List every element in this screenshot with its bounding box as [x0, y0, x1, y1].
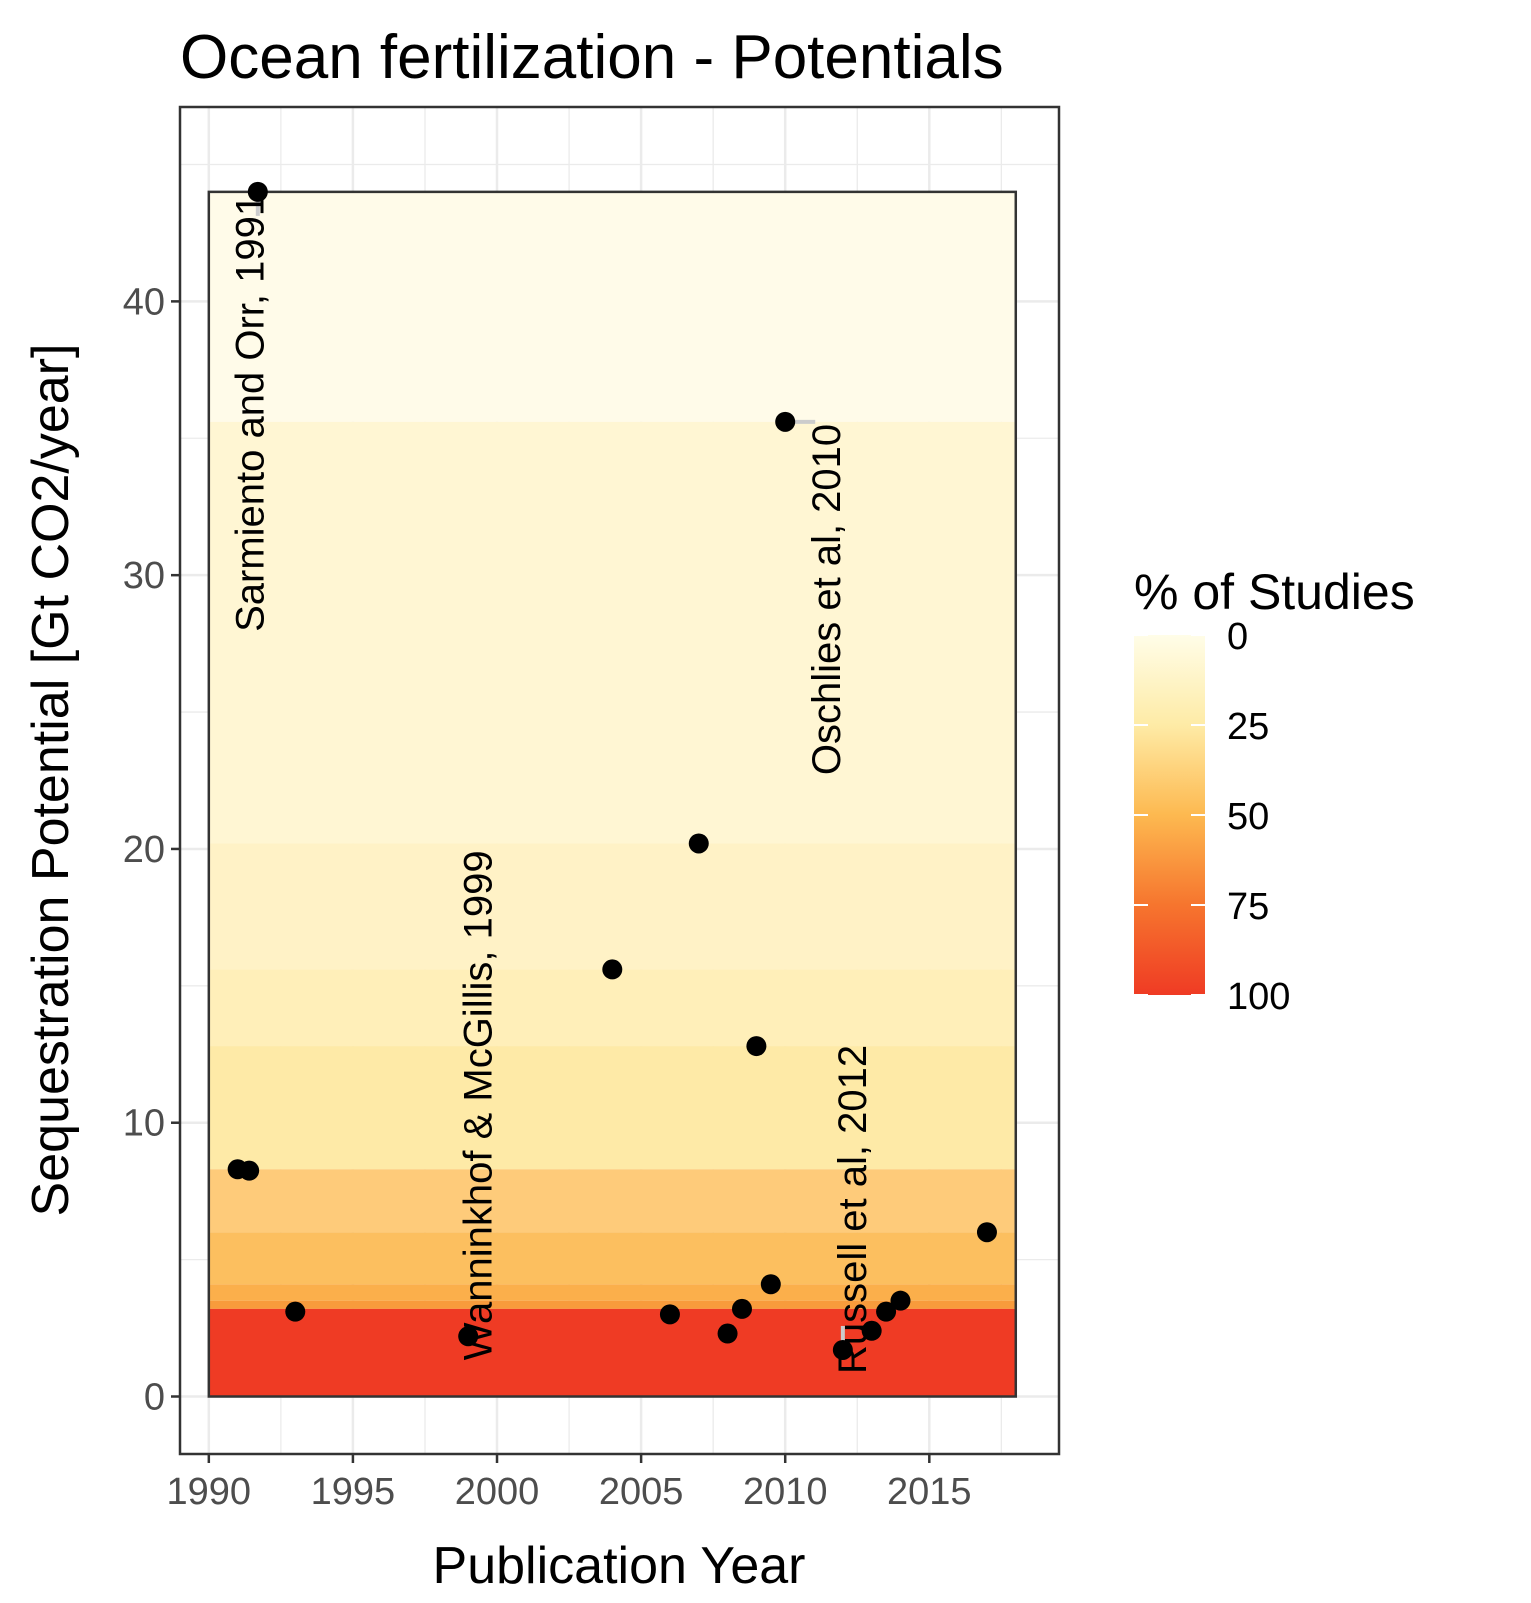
- x-tick-label: 2005: [599, 1471, 684, 1513]
- legend-ticks: 0 25 50 75 100: [1134, 616, 1290, 1018]
- band-level: [208, 1169, 1016, 1233]
- chart-title: Ocean fertilization - Potentials: [180, 23, 1004, 92]
- annotation-label: Russell et al, 2012: [831, 1045, 875, 1374]
- y-tick-label: 20: [123, 829, 165, 871]
- legend: % of Studies 0 25 50 75 100: [1134, 564, 1415, 1018]
- x-tick-label: 2000: [455, 1471, 540, 1513]
- legend-tick-label: 100: [1227, 976, 1290, 1018]
- y-axis: 0 10 20 30 40: [123, 281, 180, 1419]
- data-point: [731, 1298, 752, 1319]
- density-band: [208, 191, 1016, 1397]
- data-point: [285, 1301, 306, 1322]
- annotation: Wanninkhof & McGillis, 1999: [456, 850, 500, 1360]
- data-point: [760, 1274, 781, 1295]
- band-level: [208, 1046, 1016, 1170]
- annotation: Sarmiento and Orr, 1991: [229, 194, 273, 632]
- data-point: [976, 1222, 997, 1243]
- data-point: [861, 1320, 882, 1341]
- y-tick-label: 40: [123, 281, 165, 323]
- data-point: [659, 1304, 680, 1325]
- annotation-label: Sarmiento and Orr, 1991: [229, 194, 273, 632]
- plot-border: [178, 105, 1061, 1456]
- data-point: [746, 1036, 767, 1057]
- x-tick-label: 1995: [311, 1471, 396, 1513]
- band-level: [208, 1284, 1016, 1301]
- band-level: [208, 1232, 1016, 1285]
- band-outline: [207, 190, 1018, 1398]
- band-level: [208, 421, 1016, 844]
- y-axis-title: Sequestration Potential [Gt CO2/year]: [22, 344, 80, 1217]
- x-tick-label: 2010: [743, 1471, 828, 1513]
- band-level: [208, 191, 1016, 422]
- y-tick-label: 30: [123, 555, 165, 597]
- data-point: [458, 1326, 479, 1347]
- annotation-label: Wanninkhof & McGillis, 1999: [456, 850, 500, 1360]
- annotation: Oschlies et al, 2010: [805, 424, 849, 775]
- data-point: [688, 833, 709, 854]
- data-point: [890, 1290, 911, 1311]
- band-level: [208, 969, 1016, 1047]
- x-axis: 1990 1995 2000 2005 2010 2015: [167, 1454, 972, 1513]
- data-point: [247, 181, 268, 202]
- x-tick-label: 1990: [167, 1471, 252, 1513]
- data-point: [602, 959, 623, 980]
- data-point: [239, 1160, 260, 1181]
- legend-tick-label: 0: [1227, 616, 1248, 658]
- data-point: [717, 1323, 738, 1344]
- data-point: [775, 411, 796, 432]
- y-tick-label: 0: [144, 1377, 165, 1419]
- data-point: [876, 1301, 897, 1322]
- y-tick-label: 10: [123, 1103, 165, 1145]
- band-level: [208, 843, 1016, 970]
- annotations: Sarmiento and Orr, 1991 Oschlies et al, 2…: [229, 194, 875, 1374]
- band-level: [208, 1300, 1016, 1309]
- band-level: [208, 1308, 1016, 1397]
- x-tick-label: 2015: [887, 1471, 972, 1513]
- data-point: [832, 1339, 853, 1360]
- legend-tick-label: 25: [1227, 706, 1269, 748]
- legend-tick-label: 50: [1227, 796, 1269, 838]
- annotation-label: Oschlies et al, 2010: [805, 424, 849, 775]
- x-axis-title: Publication Year: [433, 1537, 806, 1595]
- legend-title: % of Studies: [1134, 564, 1415, 620]
- data-points: [227, 181, 997, 1360]
- legend-tick-label: 75: [1227, 886, 1269, 928]
- annotation: Russell et al, 2012: [831, 1045, 875, 1374]
